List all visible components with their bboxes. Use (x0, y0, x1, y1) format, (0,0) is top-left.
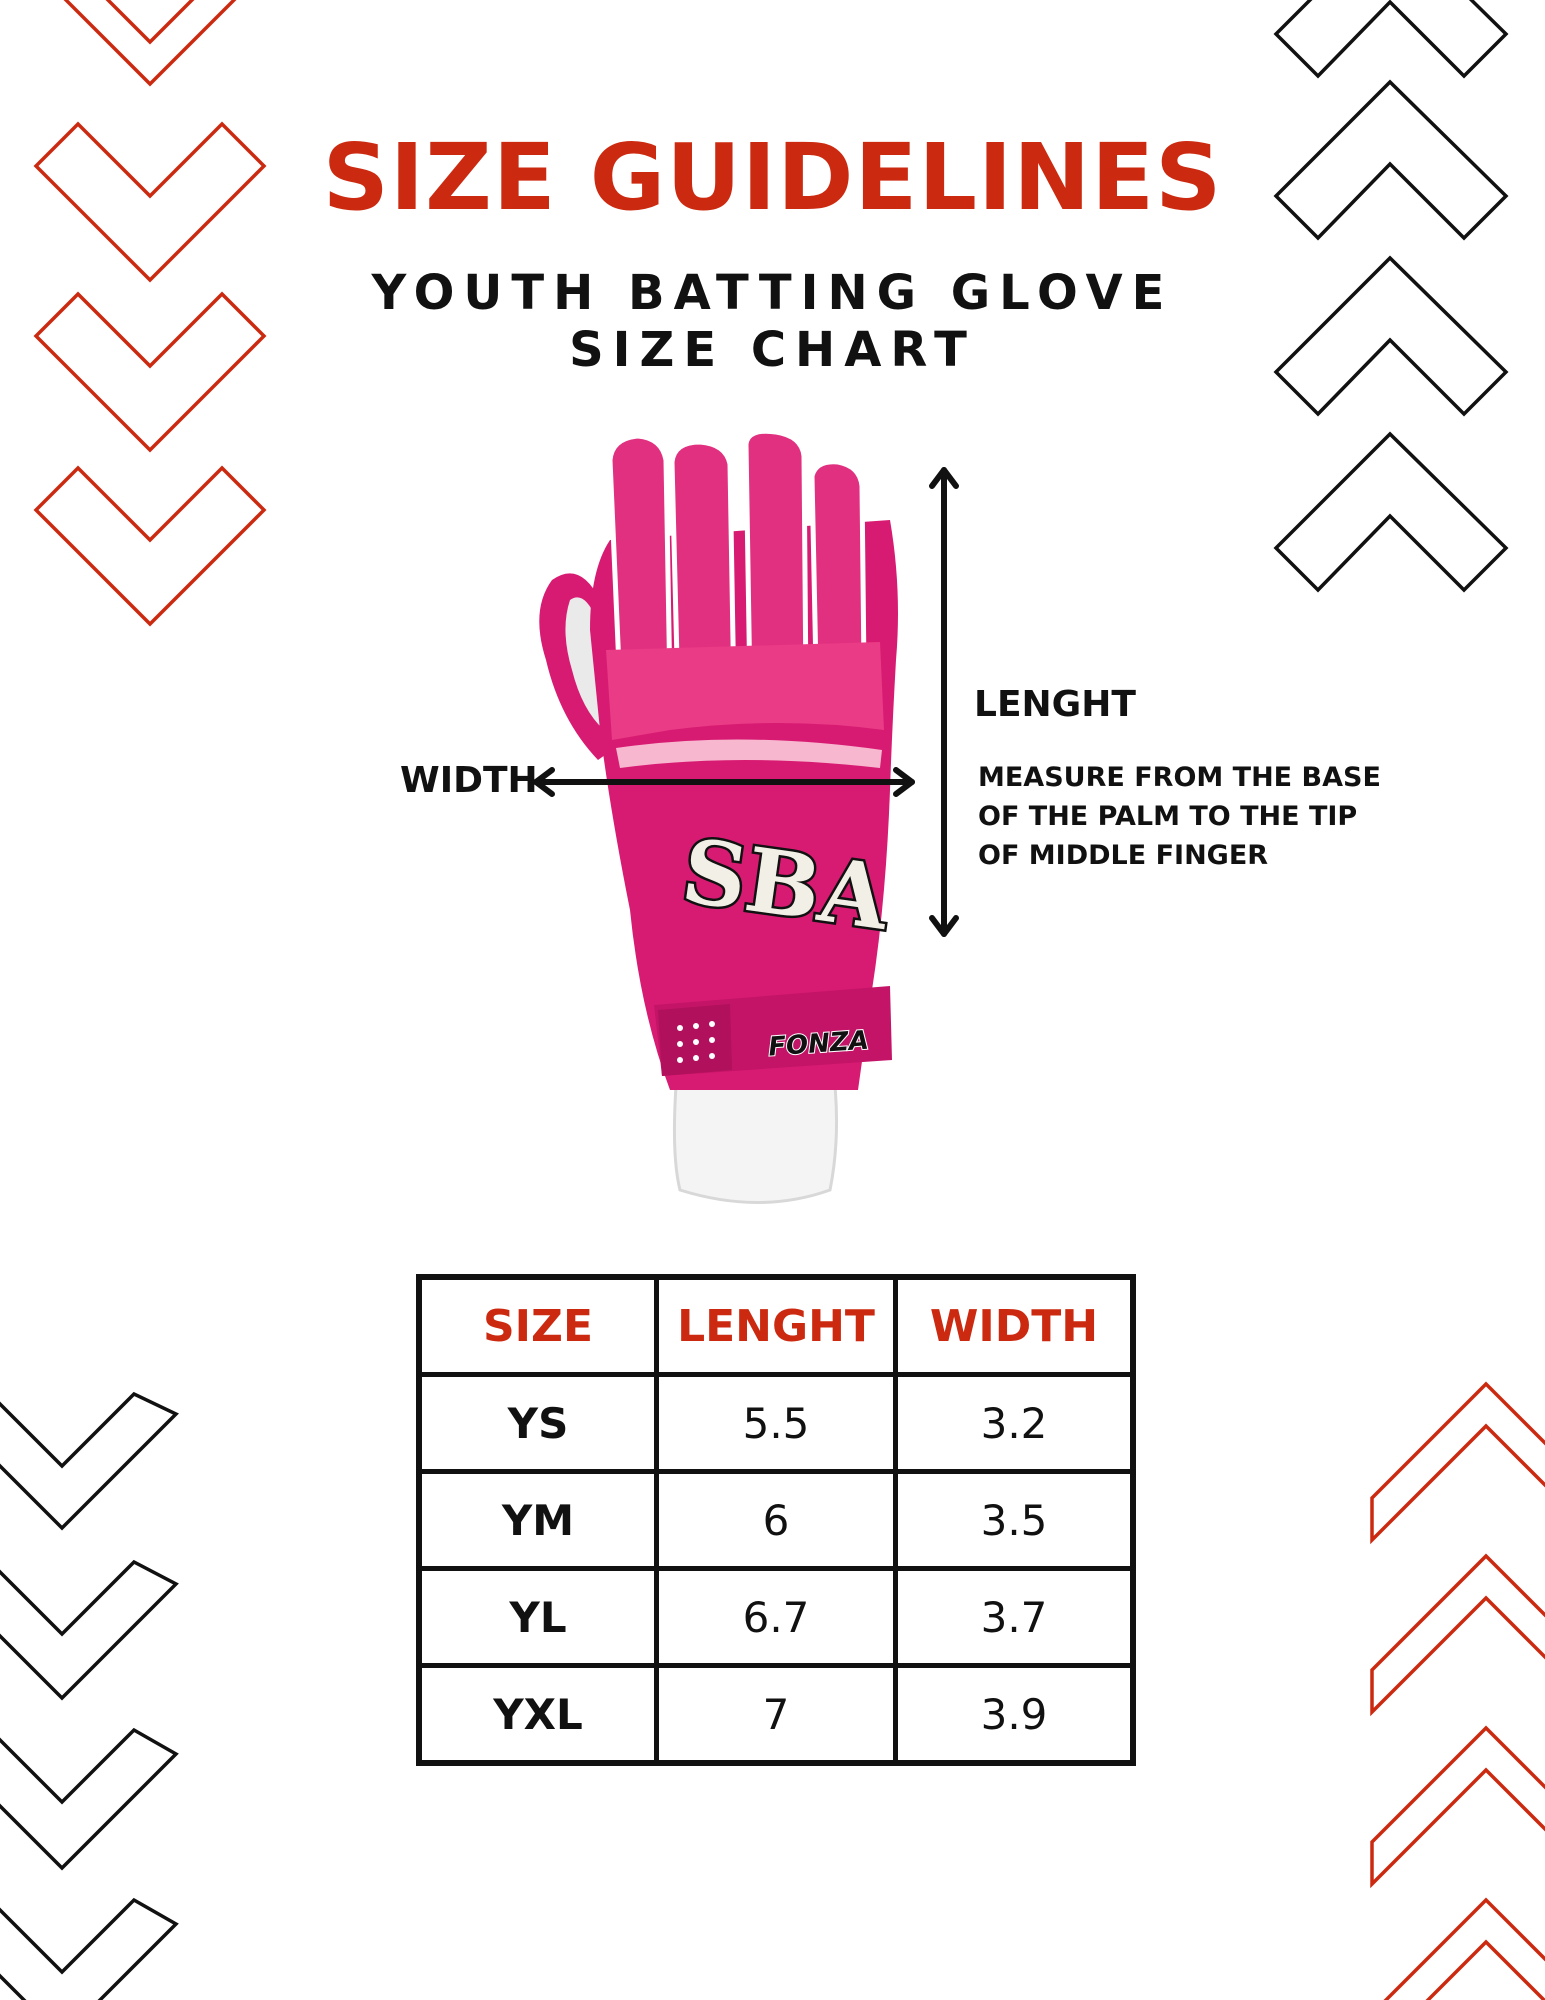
glove-stand (672, 1058, 839, 1204)
glove-finger-middle (669, 439, 737, 703)
glove-finger-ring (743, 430, 809, 695)
cell-length: 6.7 (654, 1566, 898, 1668)
bottom-right-chevron-group (1370, 1381, 1545, 2000)
table-row: YS 5.5 3.2 (416, 1372, 1136, 1474)
chevron-up-icon (1273, 431, 1509, 593)
chevron-down-icon (0, 1727, 179, 1871)
glove-finger-index (607, 433, 673, 693)
table-row: YXL 7 3.9 (416, 1663, 1136, 1766)
chevron-up-icon (1370, 1553, 1545, 1717)
chevron-up-icon (1370, 1725, 1545, 1889)
cell-size: YXL (416, 1663, 659, 1766)
table-header-row: SIZE LENGHT WIDTH (416, 1274, 1136, 1377)
chevron-down-icon (33, 121, 267, 283)
page-title: SIZE GUIDELINES (322, 124, 1223, 231)
chevron-up-icon (1273, 255, 1509, 417)
column-header-size: SIZE (416, 1274, 659, 1377)
bottom-left-chevron-group (0, 1391, 179, 2000)
length-label: LENGHT (974, 684, 1136, 725)
measurement-note: MEASURE FROM THE BASE OF THE PALM TO THE… (978, 762, 1381, 871)
chevron-down-icon (0, 1391, 179, 1531)
double-arrow-horizontal-icon (533, 767, 915, 797)
top-right-chevron-group (1273, 0, 1509, 593)
cell-size: YS (416, 1372, 659, 1474)
cell-size: YM (416, 1469, 659, 1571)
table-row: YM 6 3.5 (416, 1469, 1136, 1571)
size-chart-table: SIZE LENGHT WIDTH YS 5.5 3.2 YM 6 3.5 YL… (416, 1274, 1136, 1766)
cell-width: 3.9 (893, 1663, 1136, 1766)
cell-width: 3.7 (893, 1566, 1136, 1668)
chevron-down-icon (0, 1897, 179, 2000)
batting-glove-image: SBA FONZA (539, 430, 899, 1204)
double-arrow-vertical-icon (929, 467, 959, 937)
width-label: WIDTH (400, 760, 538, 801)
cell-length: 7 (654, 1663, 898, 1766)
chevron-up-icon (1383, 1897, 1545, 2000)
cell-size: YL (416, 1566, 659, 1668)
table-row: YL 6.7 3.7 (416, 1566, 1136, 1668)
cell-length: 5.5 (654, 1372, 898, 1474)
chevron-down-icon (33, 465, 267, 627)
cell-width: 3.2 (893, 1372, 1136, 1474)
chevron-down-icon (63, 0, 237, 87)
chevron-up-icon (1370, 1381, 1545, 1545)
chevron-up-icon (1273, 0, 1509, 79)
chevron-up-icon (1273, 79, 1509, 241)
subtitle-line-1: YOUTH BATTING GLOVE (371, 265, 1174, 321)
top-left-chevron-group (33, 0, 267, 627)
chevron-down-icon (33, 291, 267, 453)
chevron-down-icon (0, 1559, 179, 1701)
column-header-length: LENGHT (654, 1274, 898, 1377)
glove-finger-pinky (809, 459, 867, 673)
subtitle-line-2: SIZE CHART (569, 322, 976, 378)
cell-length: 6 (654, 1469, 898, 1571)
cell-width: 3.5 (893, 1469, 1136, 1571)
column-header-width: WIDTH (893, 1274, 1136, 1377)
